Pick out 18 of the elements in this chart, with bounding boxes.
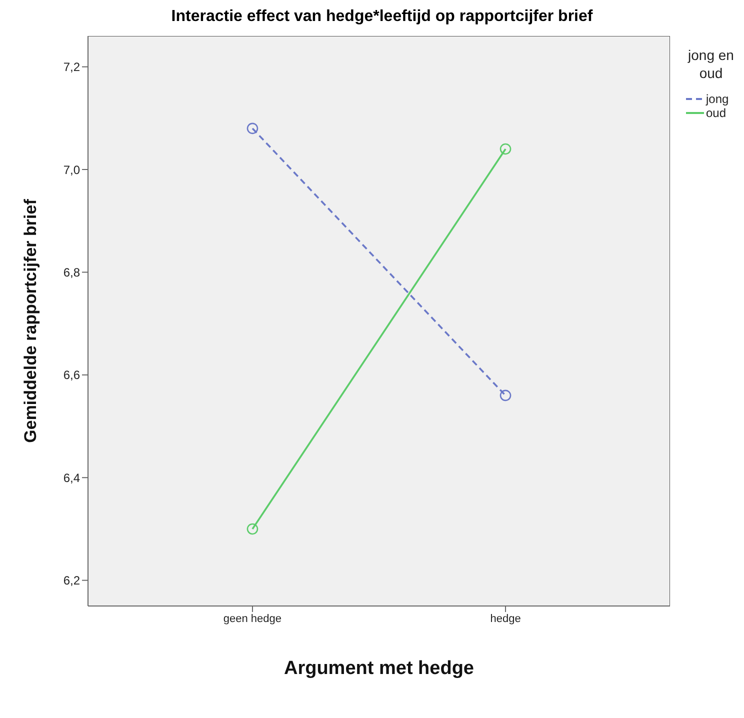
y-tick-label: 6,8 [63, 265, 80, 280]
legend-label: oud [706, 106, 726, 120]
point [500, 390, 512, 402]
legend-title: jong en oud [686, 46, 735, 82]
y-tick-label: 7,0 [63, 162, 80, 177]
x-tick-label: hedge [490, 612, 521, 625]
x-axis-title: Argument met hedge [284, 658, 474, 679]
chart-title: Interactie effect van hedge*leeftijd op rapportcijfer brief [170, 8, 594, 26]
x-tick-label: geen hedge [223, 612, 282, 625]
point [246, 122, 258, 134]
y-tick-label: 6,2 [63, 574, 80, 588]
point [246, 523, 258, 535]
y-tick-label: 6,6 [63, 368, 80, 382]
legend-label: jong [706, 92, 729, 106]
y-tick-label: 6,4 [63, 470, 80, 485]
y-axis-title: Gemiddelde rapportcijfer brief [21, 198, 40, 443]
y-tick-label: 7,2 [63, 60, 80, 74]
point [500, 143, 512, 155]
